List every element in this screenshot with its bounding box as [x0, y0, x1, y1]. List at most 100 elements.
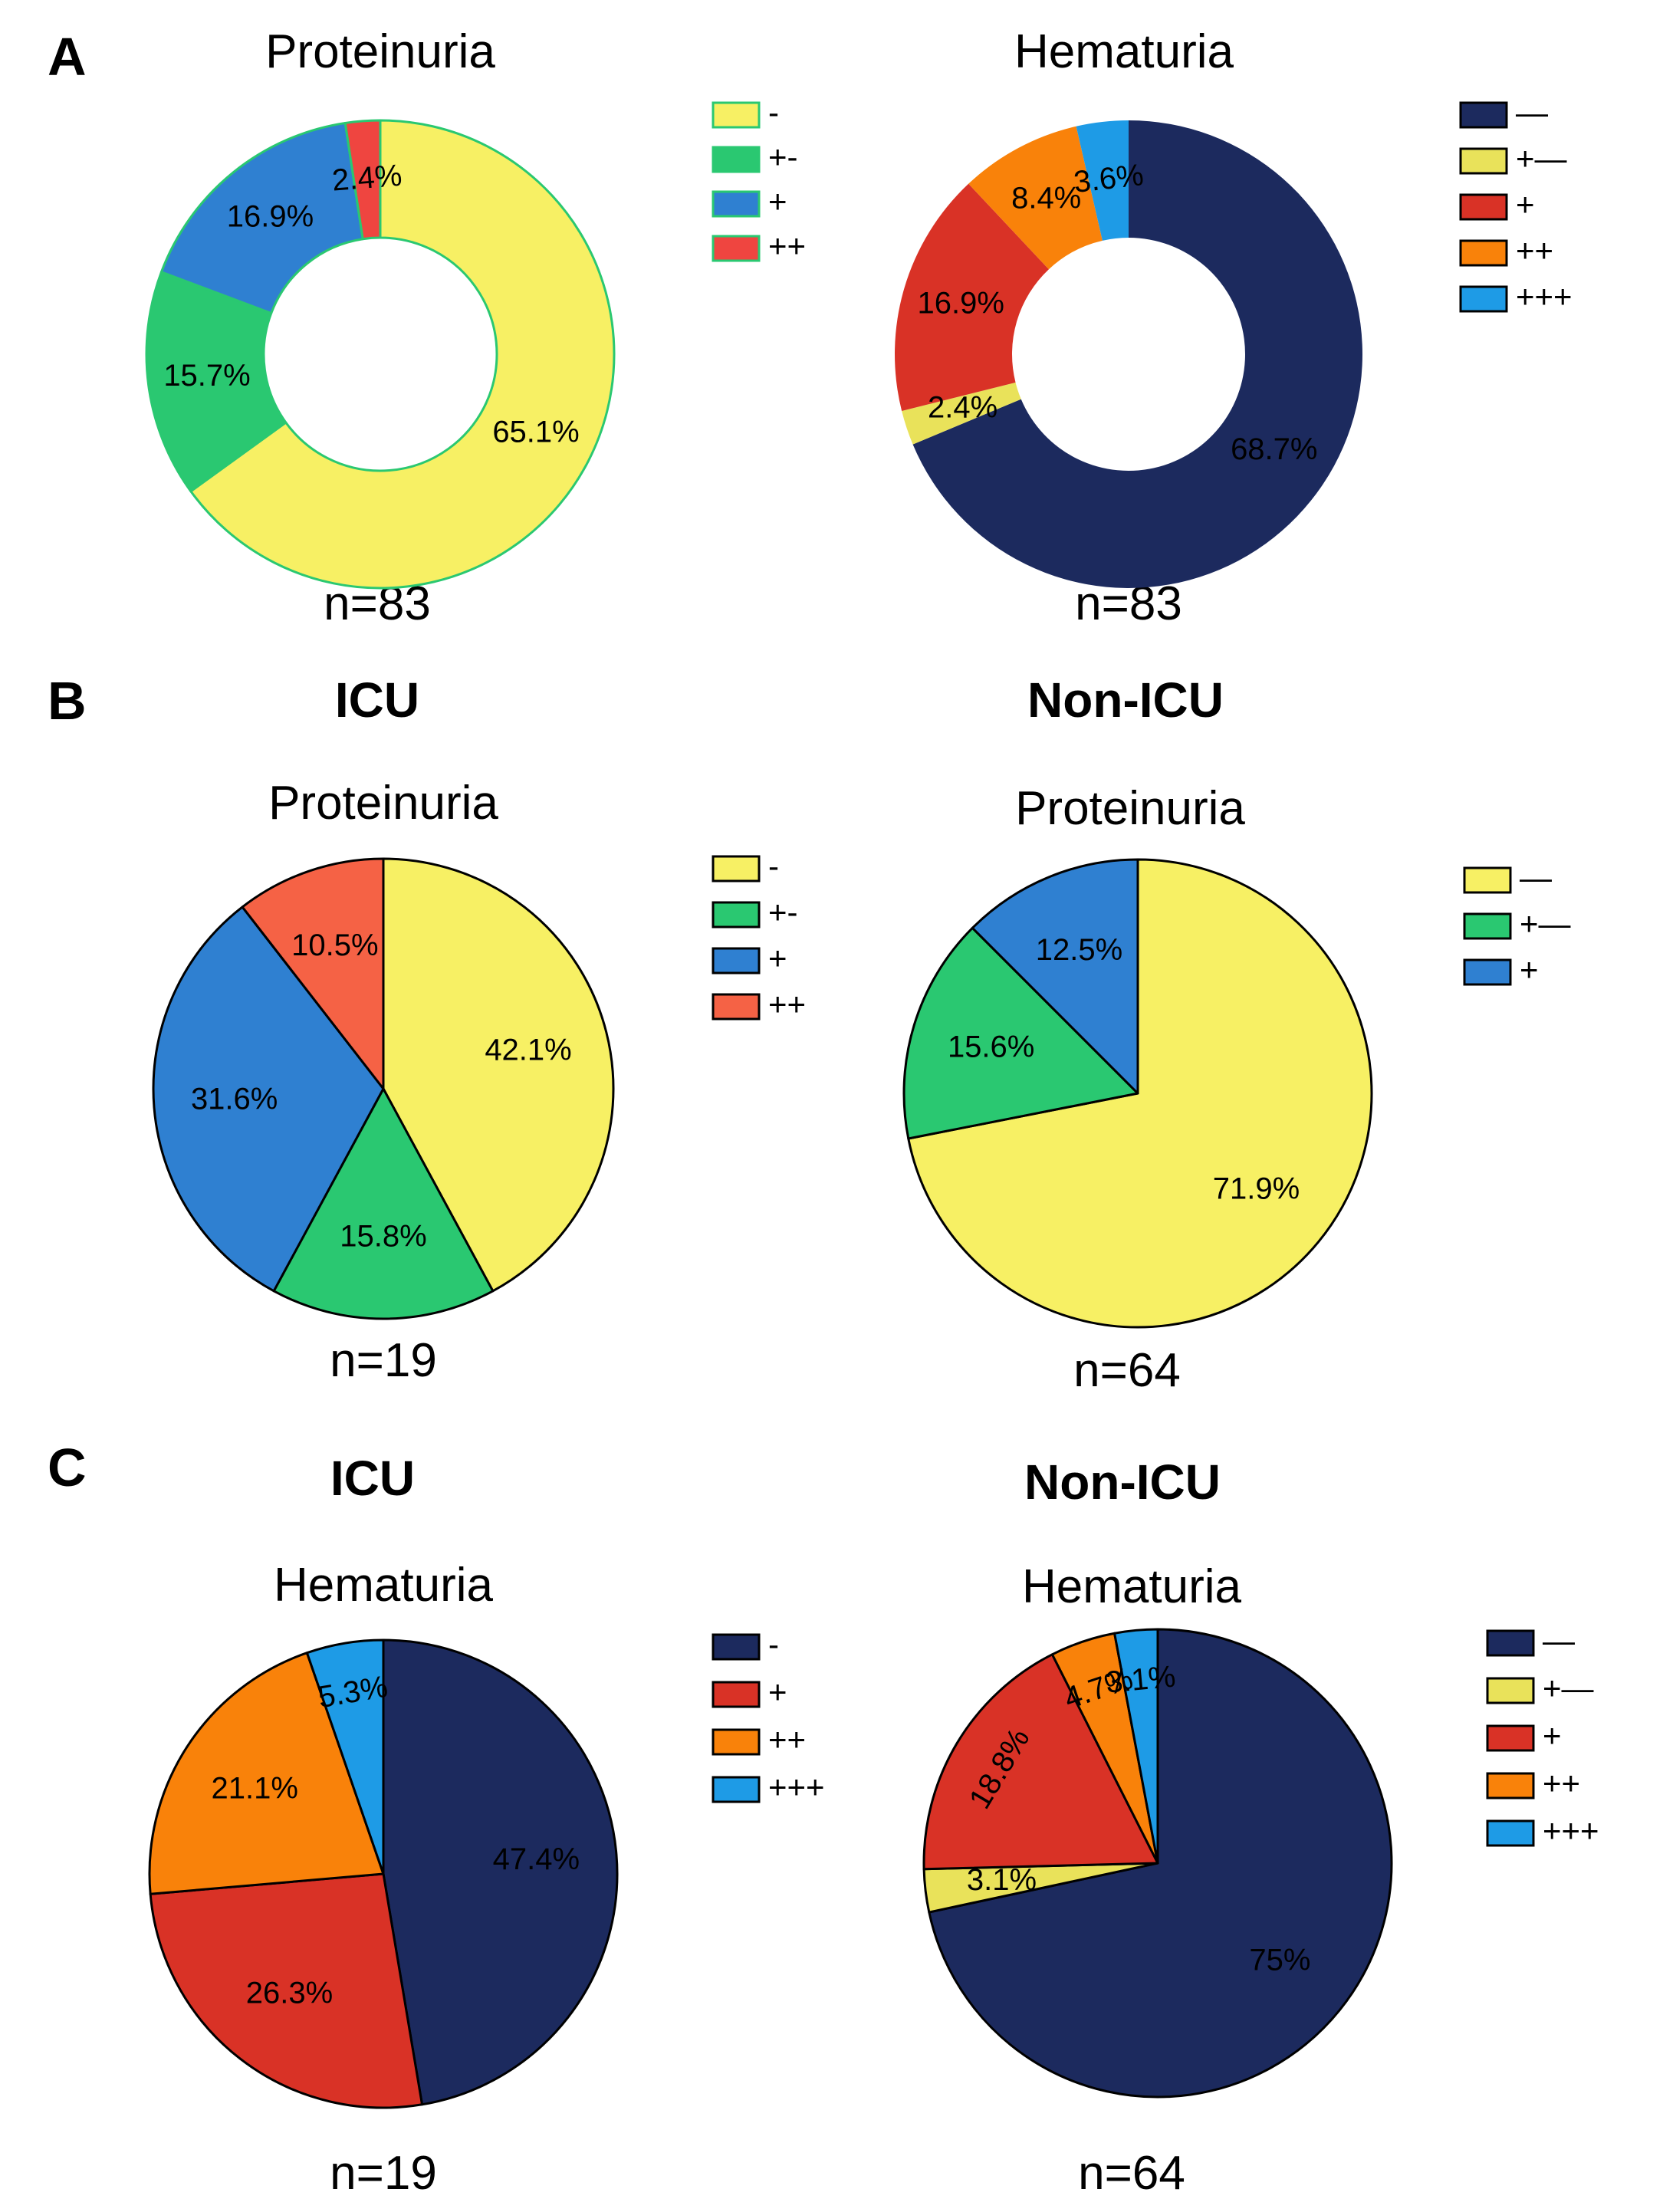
legend-swatch — [1463, 958, 1512, 986]
chart-title: Proteinuria — [1015, 782, 1245, 835]
legend-label: — — [1516, 94, 1548, 130]
legend-label: +++ — [1543, 1813, 1599, 1849]
pie-slice — [968, 126, 1103, 270]
pie-slice — [272, 1087, 495, 1320]
legend-swatch — [1486, 1677, 1535, 1704]
slice-label: 68.7% — [1231, 432, 1317, 466]
legend-label: +— — [1520, 906, 1571, 942]
slice-label: 65.1% — [492, 415, 579, 449]
slice-label: 47.4% — [493, 1842, 580, 1876]
slice-label: 15.8% — [340, 1220, 426, 1254]
panel-letter-b: B — [48, 671, 87, 731]
pie-slice — [912, 120, 1362, 589]
pie-slice — [343, 119, 382, 241]
pie-slice — [305, 1638, 385, 1875]
legend-label: + — [1520, 952, 1539, 988]
n-label: n=19 — [330, 1334, 437, 1387]
legend-swatch — [712, 947, 761, 975]
legend-swatch — [1459, 193, 1508, 221]
legend-swatch — [712, 1728, 761, 1756]
legend-label: - — [768, 1626, 779, 1662]
legend-swatch — [712, 1633, 761, 1661]
legend-label: + — [768, 940, 787, 976]
legend-label: +- — [768, 894, 798, 930]
group-title-b-right: Non-ICU — [1027, 672, 1224, 728]
slice-label: 3.6% — [1072, 158, 1145, 199]
slice-label: 21.1% — [212, 1772, 298, 1806]
pie-slice — [159, 121, 364, 315]
legend-swatch — [1486, 1819, 1535, 1847]
pie-slice — [148, 1652, 385, 1895]
slice-label: 15.7% — [163, 359, 250, 393]
slice-label: 26.3% — [246, 1977, 333, 2010]
chart-b-left: Proteinuria n=19 42.1% 15.8% 31.6% 10.5% - +-… — [152, 777, 806, 1387]
legend-swatch — [712, 190, 761, 218]
panel-letter-c: C — [48, 1438, 87, 1497]
chart-c-left: Hematuria n=19 47.4%26.3%21.1%5.3%-+++++… — [148, 1559, 825, 2200]
legend-label: — — [1543, 1622, 1575, 1658]
legend-swatch — [1463, 866, 1512, 894]
chart-title: Hematuria — [1022, 1560, 1242, 1613]
legend-swatch — [1486, 1629, 1535, 1657]
legend-label: +- — [768, 139, 798, 175]
legend-swatch — [712, 901, 761, 929]
legend-swatch — [1486, 1772, 1535, 1800]
legend-swatch — [712, 146, 761, 173]
legend-swatch — [1459, 239, 1508, 267]
slice-label: 71.9% — [1213, 1172, 1300, 1206]
pie-slice — [928, 1628, 1393, 2099]
pie-slice — [189, 119, 616, 590]
panel-letter-a: A — [48, 27, 87, 87]
chart-title: Hematuria — [1014, 25, 1234, 78]
group-title-b-left: ICU — [335, 672, 419, 728]
legend-swatch — [1459, 147, 1508, 175]
slice-label: 75% — [1249, 1943, 1310, 1977]
slice-label: 2.4% — [331, 159, 403, 198]
legend-label: ++ — [768, 986, 806, 1022]
n-label: n=64 — [1073, 1344, 1181, 1397]
legend-label: + — [768, 183, 787, 219]
pie-slice — [902, 926, 1139, 1140]
slice-label: 12.5% — [1036, 933, 1122, 967]
n-label: n=19 — [330, 2147, 437, 2200]
pie-slice — [907, 858, 1373, 1329]
legend-swatch — [1486, 1724, 1535, 1752]
legend-label: — — [1520, 859, 1552, 896]
pie-slice — [241, 857, 385, 1090]
slice-label: 15.6% — [948, 1030, 1034, 1063]
legend-label: - — [768, 94, 779, 130]
pie-slice — [895, 183, 1049, 411]
pie-slice — [382, 1638, 619, 2106]
slice-label: 16.9% — [918, 286, 1004, 320]
slice-label: 42.1% — [485, 1034, 571, 1067]
legend-label: +— — [1516, 140, 1567, 176]
legend-label: + — [1516, 186, 1535, 222]
chart-c-right: Hematuria n=64 75%3.1%18.8%4.7%3.1%—+—++… — [922, 1560, 1599, 2200]
legend-swatch — [712, 993, 761, 1021]
slice-label: 16.9% — [227, 199, 314, 233]
legend-label: +++ — [1516, 278, 1573, 314]
chart-title: Hematuria — [274, 1559, 494, 1612]
pie-slice — [382, 857, 615, 1293]
legend-swatch — [1459, 101, 1508, 129]
chart-a-left: Proteinuria n=83 65.1%15.7%16.9%2.4%-+-+… — [145, 25, 806, 630]
slice-label: 3.1% — [967, 1863, 1037, 1897]
legend-swatch — [712, 1681, 761, 1708]
slice-label: 3.1% — [1104, 1660, 1177, 1700]
group-title-c-left: ICU — [330, 1451, 415, 1506]
legend-label: ++ — [1543, 1765, 1580, 1801]
legend-swatch — [1459, 285, 1508, 313]
legend-swatch — [712, 855, 761, 882]
chart-a-right: Hematuria n=83 68.7%2.4%16.9%8.4%3.6%—+—… — [895, 25, 1573, 630]
n-label: n=64 — [1078, 2147, 1185, 2200]
legend-label: + — [1543, 1717, 1562, 1753]
legend-label: ++ — [768, 228, 806, 264]
legend-label: ++ — [768, 1721, 806, 1757]
legend-swatch — [1463, 912, 1512, 940]
chart-title: Proteinuria — [268, 777, 498, 830]
pie-slice — [149, 1872, 423, 2109]
legend-swatch — [712, 101, 761, 129]
pie-slice — [1076, 120, 1129, 241]
pie-slice — [1113, 1628, 1159, 1865]
slice-label: 8.4% — [1011, 181, 1081, 215]
